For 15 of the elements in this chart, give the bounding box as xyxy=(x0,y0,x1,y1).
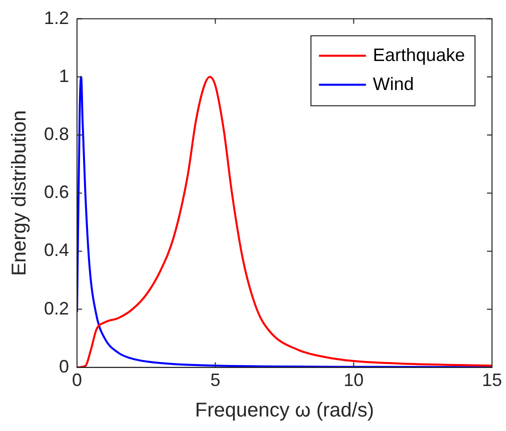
y-tick-label: 0.2 xyxy=(44,298,70,318)
x-axis-title: Frequency ω (rad/s) xyxy=(195,400,374,422)
legend-label: Earthquake xyxy=(372,44,466,65)
y-tick-label: 0.8 xyxy=(44,124,70,144)
y-tick-label: 1 xyxy=(59,66,70,86)
y-axis-title: Energy distribution xyxy=(8,110,31,276)
y-tick-label: 1.2 xyxy=(44,8,70,28)
x-tick-label: 5 xyxy=(210,370,220,390)
x-tick-label: 15 xyxy=(482,370,502,390)
y-tick-label: 0.6 xyxy=(44,182,70,202)
x-tick-label: 10 xyxy=(344,370,364,390)
legend-label: Wind xyxy=(372,74,414,94)
y-tick-label: 0.4 xyxy=(44,240,70,260)
y-tick-label: 0 xyxy=(59,356,70,376)
x-tick-label: 0 xyxy=(72,370,82,390)
